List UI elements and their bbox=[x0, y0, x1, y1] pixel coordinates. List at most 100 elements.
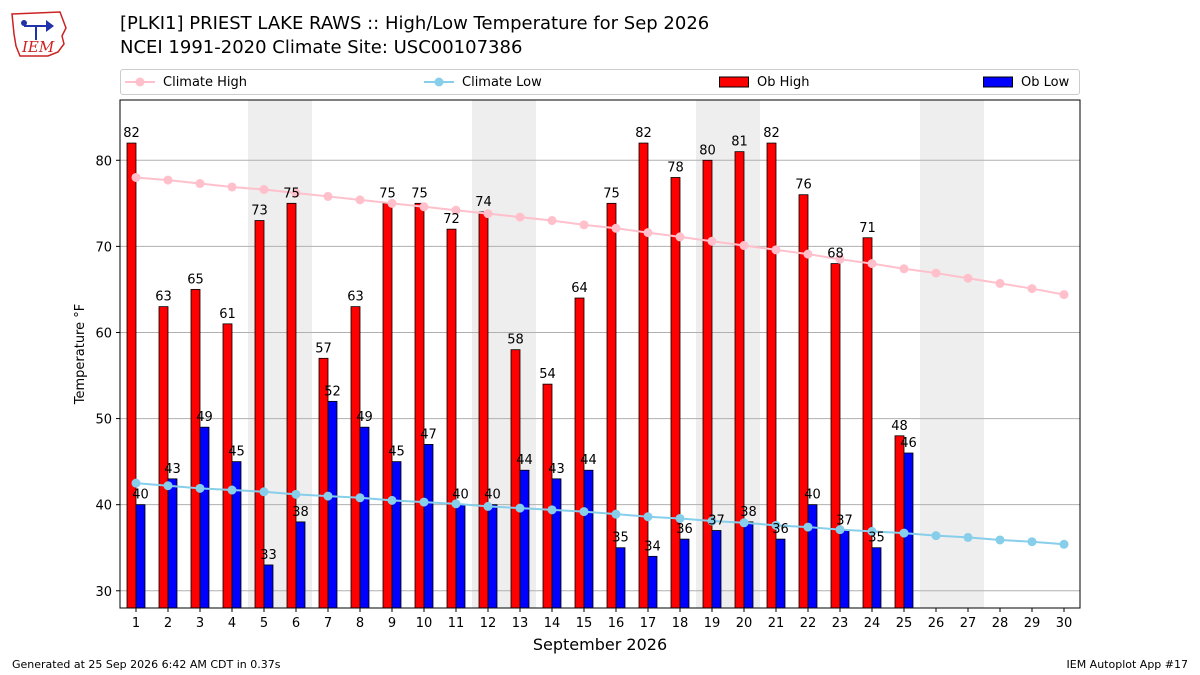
climate-high-point bbox=[643, 228, 653, 238]
ob-high-bar bbox=[510, 349, 521, 609]
ob-low-bar bbox=[359, 426, 370, 609]
iem-logo: IEM bbox=[11, 11, 67, 57]
climate-high-point bbox=[547, 216, 557, 226]
ob-high-label: 82 bbox=[763, 126, 780, 141]
climate-low-point bbox=[803, 522, 813, 532]
x-tick-label: 16 bbox=[608, 616, 625, 631]
ob-high-label: 57 bbox=[315, 341, 332, 356]
climate-high-point bbox=[899, 264, 909, 274]
ob-low-bar bbox=[519, 469, 530, 609]
chart-subtitle: NCEI 1991-2020 Climate Site: USC00107386 bbox=[120, 37, 523, 58]
ob-low-label: 46 bbox=[900, 436, 917, 451]
climate-high-point bbox=[739, 241, 749, 251]
x-tick-label: 14 bbox=[544, 616, 561, 631]
ob-low-label: 34 bbox=[644, 539, 661, 554]
ob-high-bar bbox=[894, 435, 905, 609]
ob-low-label: 38 bbox=[292, 505, 309, 520]
legend-label-climate-high: Climate High bbox=[163, 74, 248, 90]
climate-high-line bbox=[135, 176, 1065, 296]
ob-high-bar bbox=[414, 202, 425, 609]
ob-low-label: 49 bbox=[356, 410, 373, 425]
climate-high-point bbox=[963, 273, 973, 283]
climate-low-line-icon bbox=[424, 77, 454, 87]
ob-high-bar bbox=[286, 202, 297, 609]
climate-high-point bbox=[355, 195, 365, 205]
ob-low-label: 44 bbox=[580, 453, 597, 468]
ob-low-label: 36 bbox=[676, 522, 693, 537]
climate-low-line bbox=[135, 482, 1065, 546]
x-tick-label: 23 bbox=[832, 616, 849, 631]
x-tick-label: 15 bbox=[576, 616, 593, 631]
climate-low-point bbox=[931, 531, 941, 541]
x-tick-label: 19 bbox=[704, 616, 721, 631]
ob-low-bar bbox=[679, 538, 690, 609]
climate-high-point bbox=[323, 191, 333, 201]
climate-low-point bbox=[739, 518, 749, 528]
ob-low-label: 40 bbox=[452, 488, 469, 503]
autoplot-app-label: IEM Autoplot App #17 bbox=[1066, 658, 1189, 671]
climate-high-line-icon bbox=[125, 77, 155, 87]
ob-low-label: 44 bbox=[516, 453, 533, 468]
ob-low-bar bbox=[711, 530, 722, 609]
ob-low-bar bbox=[551, 478, 562, 609]
ob-low-bar bbox=[583, 469, 594, 609]
x-tick-label: 18 bbox=[672, 616, 689, 631]
ob-low-label: 49 bbox=[196, 410, 213, 425]
ob-high-label: 63 bbox=[347, 290, 364, 305]
ob-low-bar bbox=[775, 538, 786, 609]
x-tick-label: 20 bbox=[736, 616, 753, 631]
ob-low-label: 43 bbox=[548, 462, 565, 477]
climate-high-point bbox=[1059, 290, 1069, 300]
climate-low-point bbox=[1059, 539, 1069, 549]
chart-legend: Climate High Climate Low Ob High Ob Low bbox=[120, 69, 1080, 95]
ob-high-label: 73 bbox=[251, 204, 268, 219]
x-tick-label: 24 bbox=[864, 616, 881, 631]
ob-low-bar bbox=[391, 461, 402, 609]
climate-low-point bbox=[579, 507, 589, 517]
ob-low-label: 40 bbox=[804, 488, 821, 503]
ob-low-label: 37 bbox=[836, 514, 853, 529]
ob-low-label: 35 bbox=[868, 531, 885, 546]
ob-low-label: 37 bbox=[708, 514, 725, 529]
ob-high-label: 81 bbox=[731, 135, 748, 150]
logo-text: IEM bbox=[21, 38, 55, 56]
legend-item-climate-low: Climate Low bbox=[424, 70, 542, 94]
ob-high-bar bbox=[350, 306, 361, 609]
x-tick-label: 12 bbox=[480, 616, 497, 631]
climate-low-point bbox=[419, 497, 429, 507]
legend-label-ob-high: Ob High bbox=[757, 74, 810, 90]
ob-high-label: 75 bbox=[283, 186, 300, 201]
ob-high-bar bbox=[126, 142, 137, 609]
ob-low-label: 52 bbox=[324, 384, 341, 399]
climate-low-point bbox=[867, 526, 877, 536]
climate-high-point bbox=[707, 236, 717, 246]
climate-high-point bbox=[131, 172, 141, 182]
ob-low-bar bbox=[167, 478, 178, 609]
ob-high-bar bbox=[542, 383, 553, 609]
climate-high-point bbox=[419, 202, 429, 212]
ob-low-bar bbox=[647, 555, 658, 609]
ob-low-label: 47 bbox=[420, 427, 437, 442]
legend-item-climate-high: Climate High bbox=[125, 70, 247, 94]
ob-low-bar bbox=[871, 547, 882, 609]
climate-high-point bbox=[1027, 284, 1037, 294]
x-tick-label: 17 bbox=[640, 616, 657, 631]
climate-low-point bbox=[611, 509, 621, 519]
ob-low-label: 33 bbox=[260, 548, 277, 563]
climate-low-point bbox=[707, 516, 717, 526]
climate-low-point bbox=[355, 493, 365, 503]
climate-low-point bbox=[483, 501, 493, 511]
legend-label-ob-low: Ob Low bbox=[1021, 74, 1070, 90]
climate-low-point bbox=[259, 487, 269, 497]
climate-low-point bbox=[291, 489, 301, 499]
climate-high-point bbox=[163, 175, 173, 185]
ob-low-bar bbox=[423, 444, 434, 609]
ob-high-bar bbox=[446, 228, 457, 609]
ob-high-label: 61 bbox=[219, 307, 236, 322]
x-tick-label: 8 bbox=[356, 616, 364, 631]
ob-low-bar bbox=[807, 504, 818, 609]
ob-high-label: 48 bbox=[891, 419, 908, 434]
ob-low-label: 43 bbox=[164, 462, 181, 477]
ob-high-label: 75 bbox=[603, 186, 620, 201]
ob-low-bar bbox=[135, 504, 146, 609]
